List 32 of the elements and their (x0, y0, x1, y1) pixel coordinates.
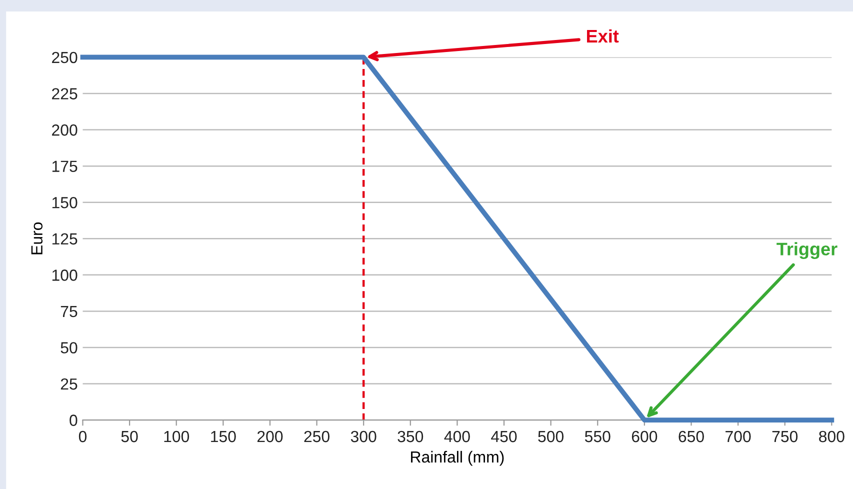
x-axis-title: Rainfall (mm) (411, 450, 504, 466)
x-tick-label: 400 (444, 430, 470, 442)
x-tick-label: 150 (211, 430, 236, 442)
x-tick-label: 50 (121, 430, 138, 442)
x-tick-label: 800 (819, 430, 844, 442)
y-axis-title: Euro (31, 222, 43, 254)
x-tick-label: 550 (584, 430, 610, 442)
x-tick-label: 100 (164, 430, 190, 442)
x-tick-label: 300 (350, 430, 376, 442)
y-tick-label: 175 (52, 160, 78, 172)
x-tick-label: 350 (398, 430, 424, 442)
x-tick-label: 0 (78, 430, 87, 442)
annotation: Trigger (776, 242, 838, 260)
x-tick-label: 650 (678, 430, 704, 442)
y-tick-label: 150 (52, 196, 78, 208)
x-tick-label: 250 (304, 430, 330, 442)
y-tick-label: 225 (52, 88, 78, 100)
y-tick-label: 0 (70, 414, 78, 426)
x-tick-label: 700 (726, 430, 751, 442)
x-tick-label: 750 (772, 430, 798, 442)
x-tick-label: 600 (632, 430, 658, 442)
y-tick-label: 250 (52, 52, 78, 64)
y-tick-label: 25 (60, 378, 78, 390)
y-tick-label: 75 (60, 306, 78, 318)
x-tick-label: 500 (538, 430, 564, 442)
x-tick-label: 450 (491, 430, 517, 442)
y-tick-label: 125 (52, 233, 78, 245)
annotation: Exit (587, 29, 619, 43)
y-tick-label: 50 (60, 342, 78, 354)
y-tick-label: 100 (52, 270, 78, 281)
x-tick-label: 200 (257, 430, 283, 442)
y-tick-label: 200 (52, 124, 78, 136)
